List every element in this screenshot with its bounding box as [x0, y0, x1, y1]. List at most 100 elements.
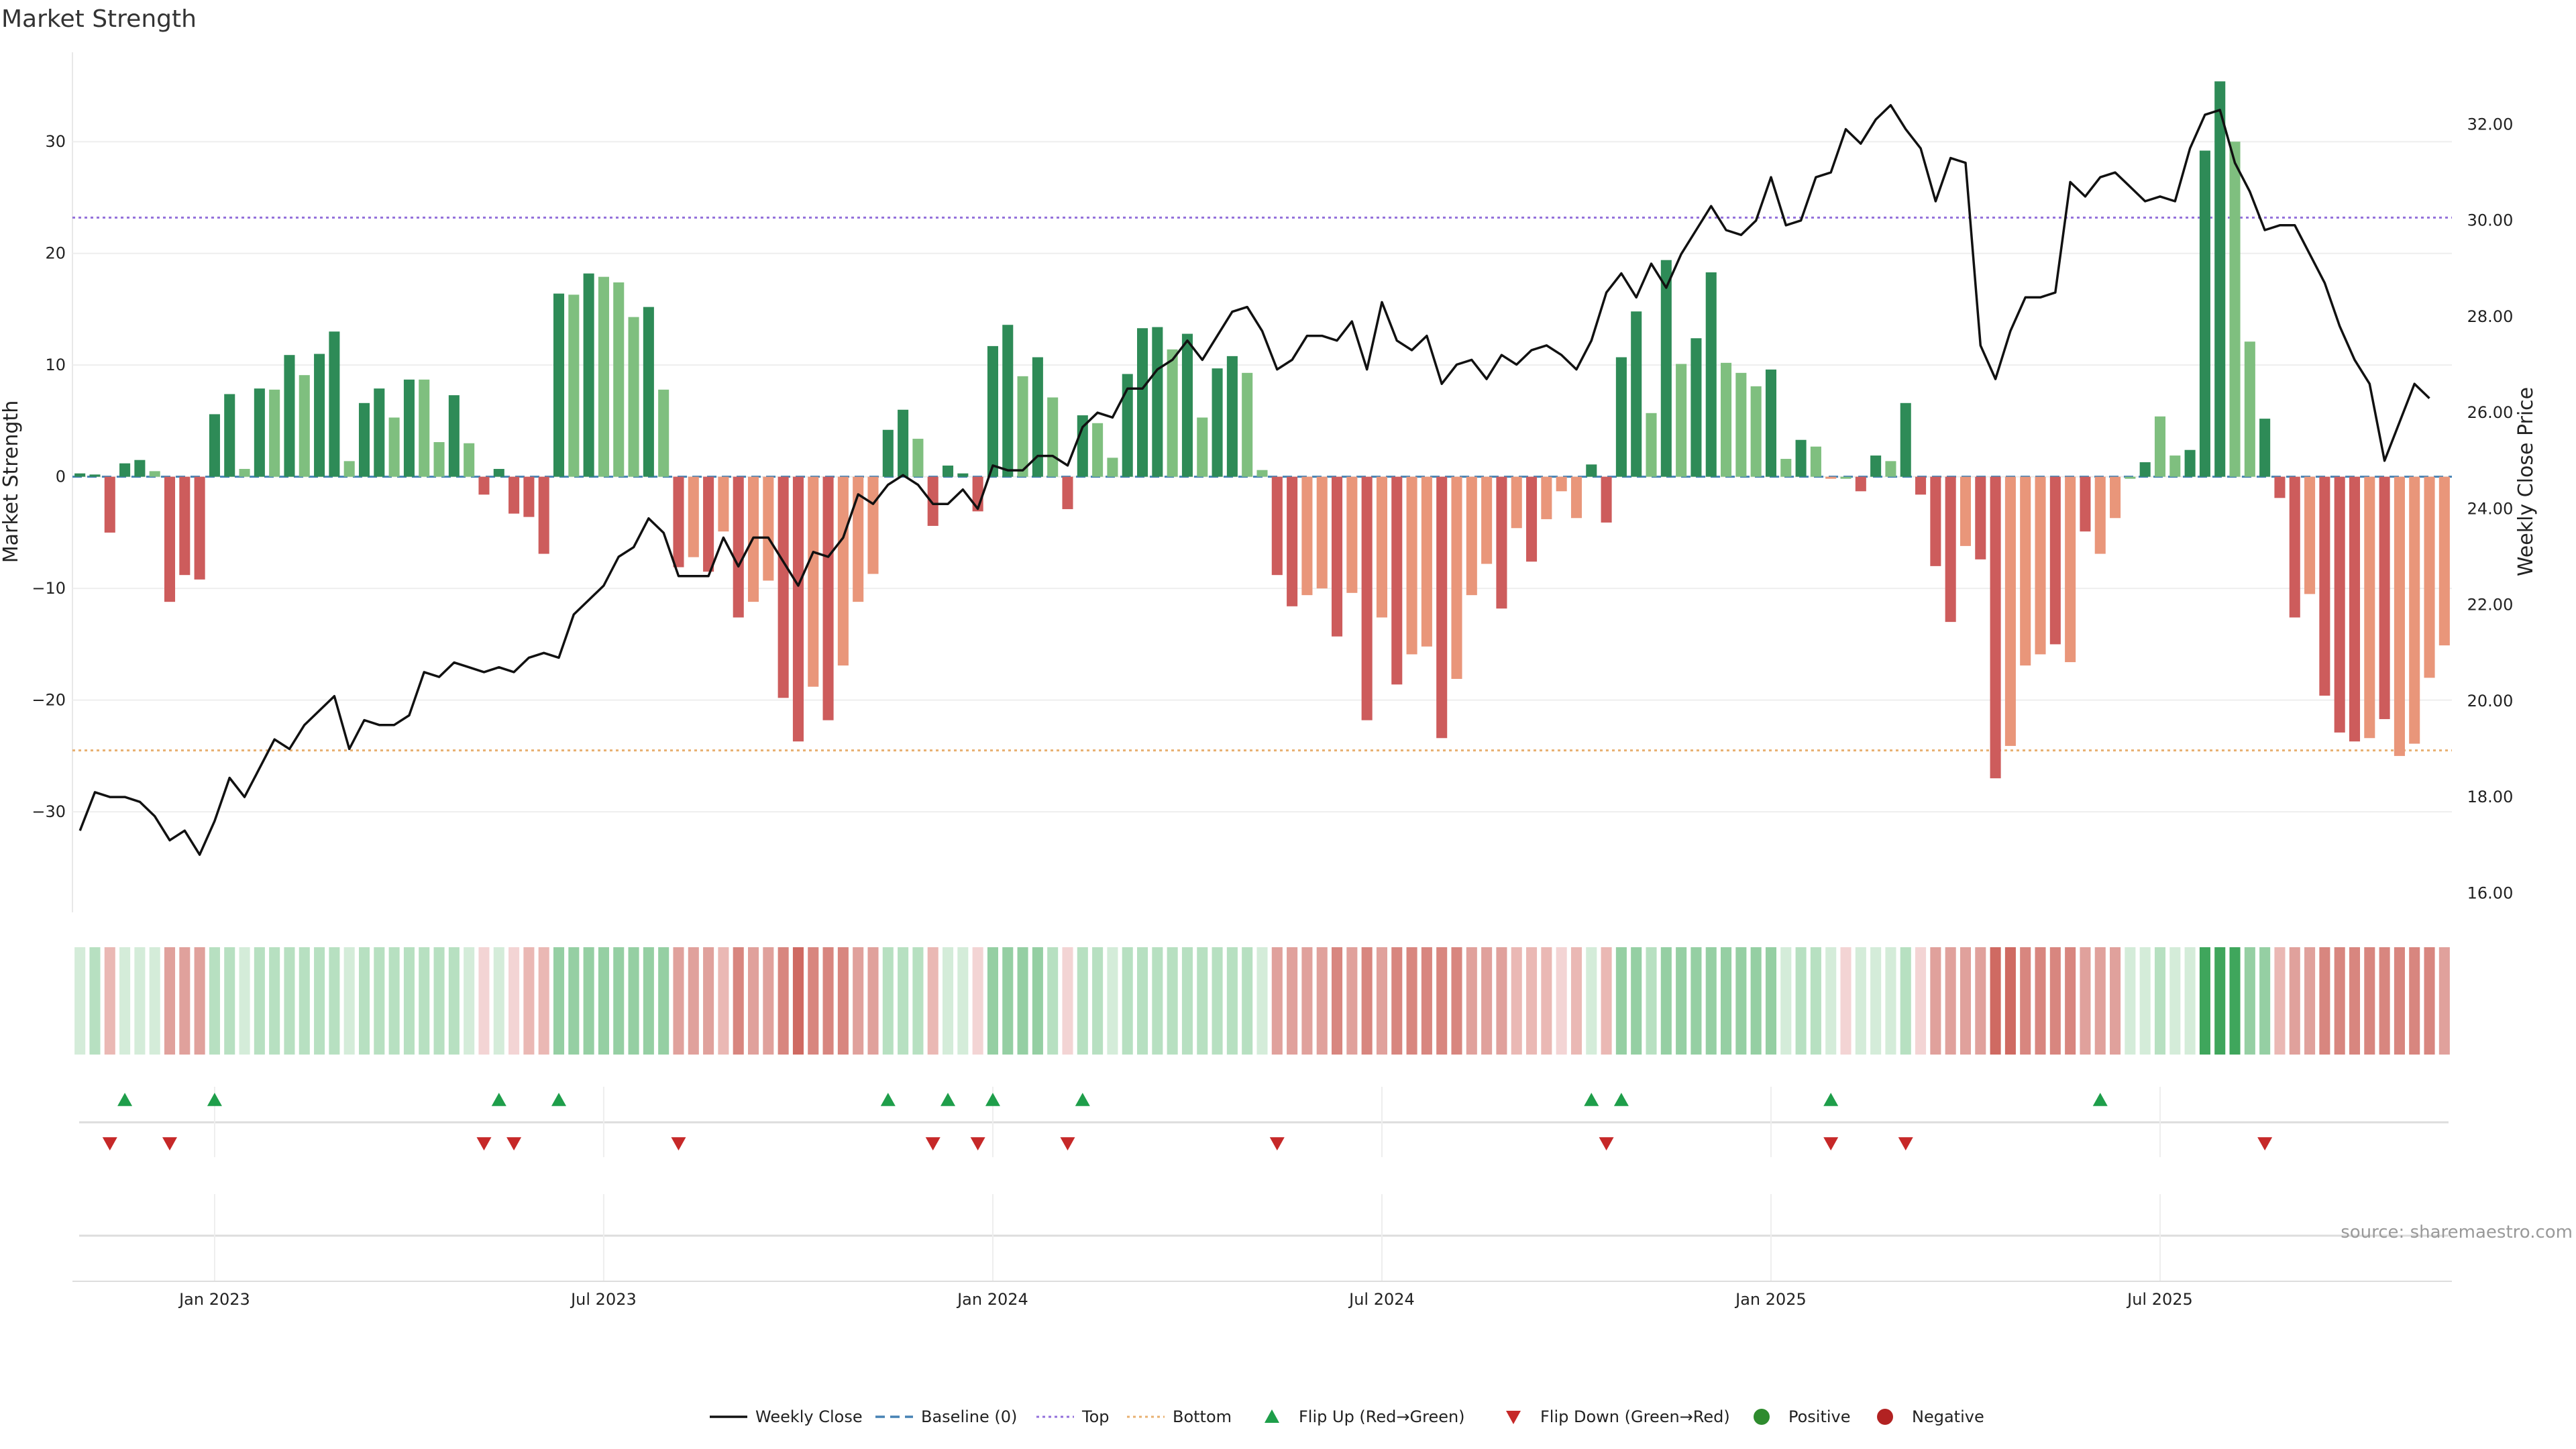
flip-down-marker: [1599, 1137, 1614, 1150]
legend-label: Flip Down (Green→Red): [1540, 1407, 1730, 1426]
strength-bar: [508, 476, 520, 514]
flip-up-marker: [1075, 1093, 1090, 1106]
heat-cell: [1496, 947, 1507, 1055]
heat-cell: [104, 947, 115, 1055]
strength-bar: [403, 379, 415, 477]
heat-cell: [1017, 947, 1028, 1055]
heat-cell: [718, 947, 729, 1055]
heat-cell: [433, 947, 445, 1055]
heat-cell: [538, 947, 549, 1055]
strength-bar: [643, 307, 654, 477]
strength-bar: [1586, 464, 1597, 477]
y2-tick-label: 18.00: [2467, 788, 2514, 806]
heat-cell: [2184, 947, 2196, 1055]
heat-cell: [1391, 947, 1403, 1055]
strength-bar: [1092, 423, 1104, 477]
heat-cell: [853, 947, 864, 1055]
heat-cell: [1885, 947, 1896, 1055]
heat-cell: [2094, 947, 2106, 1055]
legend-item: Baseline (0): [875, 1407, 1017, 1426]
y-axis-label: Market Strength: [0, 400, 23, 563]
flip-up-marker: [117, 1093, 133, 1106]
heat-cell: [493, 947, 504, 1055]
flip-down-marker: [970, 1137, 985, 1150]
strength-bar: [2274, 476, 2286, 498]
strength-bar: [898, 409, 909, 477]
heat-cell: [2020, 947, 2031, 1055]
heat-cell: [149, 947, 160, 1055]
strength-bar: [2394, 476, 2405, 756]
heat-cell: [2349, 947, 2361, 1055]
heat-cell: [1541, 947, 1552, 1055]
y2-axis-label: Weekly Close Price: [2514, 387, 2538, 576]
heat-cell: [2049, 947, 2061, 1055]
heat-cell: [942, 947, 954, 1055]
strength-bar: [1646, 413, 1657, 477]
heat-strip: [74, 947, 2450, 1055]
flip-up-marker: [491, 1093, 506, 1106]
heat-cell: [2304, 947, 2316, 1055]
heat-cell: [1107, 947, 1118, 1055]
strength-bar: [164, 476, 176, 602]
heat-cell: [1601, 947, 1612, 1055]
heat-cell: [1062, 947, 1073, 1055]
heat-cell: [568, 947, 580, 1055]
strength-bar: [119, 463, 131, 477]
strength-bar: [613, 282, 625, 477]
heat-cell: [912, 947, 924, 1055]
strength-bar: [1765, 369, 1777, 477]
strength-bar: [2065, 476, 2076, 663]
heat-cell: [2409, 947, 2420, 1055]
heat-cell: [808, 947, 819, 1055]
strength-bar: [239, 469, 250, 477]
heat-cell: [643, 947, 654, 1055]
y-tick-label: −30: [32, 802, 66, 821]
strength-bar: [2214, 81, 2226, 477]
strength-bar: [703, 476, 714, 572]
strength-bar: [1526, 476, 1538, 562]
heat-cell: [254, 947, 265, 1055]
strength-bar: [284, 355, 295, 477]
flip-up-marker: [551, 1093, 567, 1106]
legend-label: Bottom: [1173, 1407, 1232, 1426]
strength-bar: [2049, 476, 2061, 645]
heat-cell: [329, 947, 340, 1055]
legend-swatch-flip-down: [1506, 1411, 1521, 1424]
strength-bar: [1032, 357, 1043, 477]
strength-bar: [1885, 461, 1896, 477]
strength-bar: [1945, 476, 1956, 623]
strength-bar: [688, 476, 699, 557]
strength-bar: [2319, 476, 2330, 696]
flip-down-marker: [476, 1137, 492, 1150]
heat-cell: [1361, 947, 1373, 1055]
heat-cell: [358, 947, 370, 1055]
heat-cell: [1481, 947, 1493, 1055]
flip-down-marker: [506, 1137, 522, 1150]
strength-bar: [2020, 476, 2031, 666]
heat-cell: [1511, 947, 1522, 1055]
flip-markers: [79, 1087, 2449, 1157]
strength-bar: [957, 473, 969, 477]
strength-bar: [1271, 476, 1283, 576]
heat-cell: [1197, 947, 1208, 1055]
y2-tick-label: 16.00: [2467, 883, 2514, 902]
flip-down-marker: [671, 1137, 686, 1150]
strength-bar: [2304, 476, 2316, 594]
strength-bar: [1137, 328, 1148, 477]
heat-cell: [1825, 947, 1837, 1055]
heat-cell: [703, 947, 714, 1055]
strength-bar: [134, 460, 146, 477]
heat-cell: [224, 947, 235, 1055]
y2-tick-label: 22.00: [2467, 596, 2514, 614]
strength-bar: [673, 476, 684, 568]
heat-cell: [2244, 947, 2255, 1055]
strength-bar: [1017, 376, 1028, 477]
heat-cell: [1122, 947, 1133, 1055]
legend-item: Weekly Close: [710, 1407, 863, 1426]
heat-cell: [837, 947, 849, 1055]
strength-bar: [1705, 272, 1717, 477]
strength-bar: [538, 476, 549, 554]
heat-cell: [1346, 947, 1358, 1055]
strength-bar: [464, 443, 475, 477]
